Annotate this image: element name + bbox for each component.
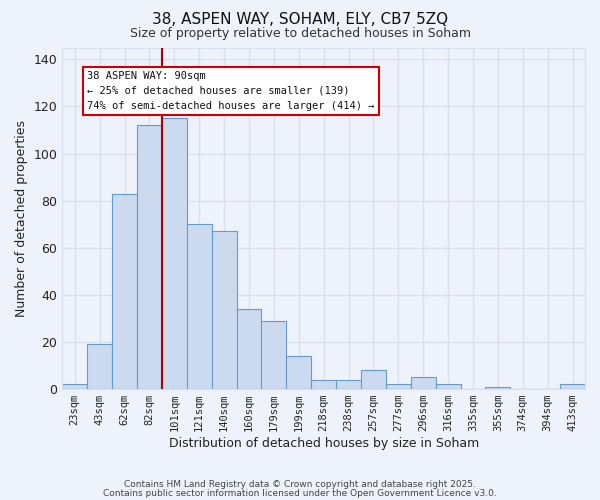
Text: Size of property relative to detached houses in Soham: Size of property relative to detached ho… [130, 28, 470, 40]
Bar [112, 194, 137, 389]
Bar [560, 384, 585, 389]
Bar [485, 386, 511, 389]
Bar [361, 370, 386, 389]
Text: Contains public sector information licensed under the Open Government Licence v3: Contains public sector information licen… [103, 489, 497, 498]
Bar [286, 356, 311, 389]
Bar [87, 344, 112, 389]
Bar [336, 380, 361, 389]
Text: 38, ASPEN WAY, SOHAM, ELY, CB7 5ZQ: 38, ASPEN WAY, SOHAM, ELY, CB7 5ZQ [152, 12, 448, 28]
Bar [311, 380, 336, 389]
Bar [62, 384, 87, 389]
Bar [137, 125, 162, 389]
Bar [411, 378, 436, 389]
Bar [236, 309, 262, 389]
Text: 38 ASPEN WAY: 90sqm
← 25% of detached houses are smaller (139)
74% of semi-detac: 38 ASPEN WAY: 90sqm ← 25% of detached ho… [87, 71, 374, 110]
Bar [386, 384, 411, 389]
Bar [212, 231, 236, 389]
Bar [162, 118, 187, 389]
Text: Contains HM Land Registry data © Crown copyright and database right 2025.: Contains HM Land Registry data © Crown c… [124, 480, 476, 489]
X-axis label: Distribution of detached houses by size in Soham: Distribution of detached houses by size … [169, 437, 479, 450]
Bar [436, 384, 461, 389]
Y-axis label: Number of detached properties: Number of detached properties [15, 120, 28, 317]
Bar [262, 321, 286, 389]
Bar [187, 224, 212, 389]
